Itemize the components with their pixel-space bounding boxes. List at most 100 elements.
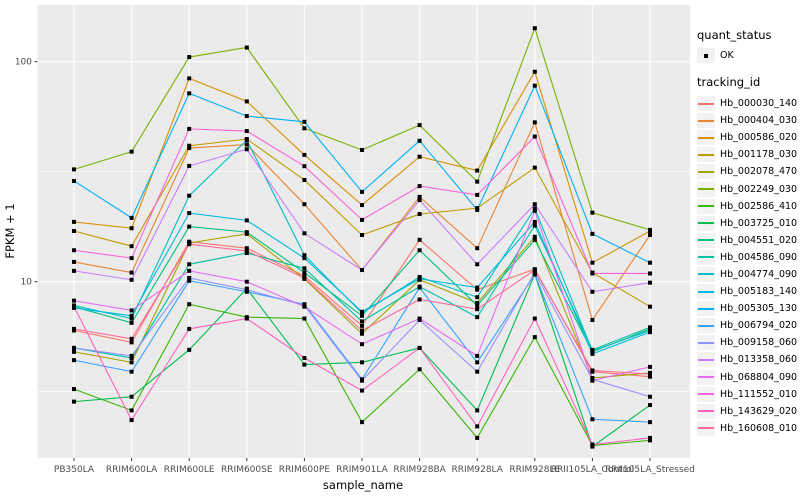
data-point (72, 326, 76, 331)
legend-swatch-line (698, 290, 714, 293)
data-point (302, 253, 307, 258)
data-point (648, 374, 652, 379)
data-point (648, 403, 652, 408)
data-point (532, 83, 537, 88)
data-point (648, 394, 652, 399)
data-point (187, 91, 192, 96)
data-point (187, 163, 192, 168)
data-point (72, 358, 76, 363)
data-point (187, 224, 192, 229)
data-point (72, 349, 76, 354)
data-point (129, 226, 134, 231)
legend-entry-label: Hb_005183_140 (720, 286, 798, 298)
legend-swatch-line (698, 324, 714, 327)
data-point (360, 268, 364, 273)
data-point (360, 331, 364, 336)
data-point (532, 268, 537, 273)
data-point (590, 260, 595, 265)
data-point (129, 308, 134, 313)
legend-key (697, 335, 715, 351)
data-point (590, 231, 595, 236)
legend-entry-label: Hb_143629_020 (720, 405, 798, 417)
data-point (648, 227, 652, 232)
data-point (417, 316, 422, 321)
legend-key-ok (697, 48, 715, 63)
data-point (72, 259, 76, 264)
data-point (187, 193, 192, 198)
legend-entry: Hb_005183_140 (697, 283, 797, 300)
data-point (532, 219, 537, 224)
legend-swatch-line (698, 170, 714, 173)
data-point (590, 317, 595, 322)
data-point (244, 279, 249, 284)
legend-entry: Hb_001178_030 (697, 146, 797, 163)
data-point (475, 246, 480, 251)
data-point (187, 242, 192, 247)
data-point (187, 278, 192, 283)
legend-entry-label: Hb_002078_470 (720, 166, 798, 178)
data-point (187, 126, 192, 131)
legend-key (697, 147, 715, 163)
data-point (532, 165, 537, 170)
data-point (244, 251, 249, 256)
data-point (302, 316, 307, 321)
data-point (360, 378, 364, 383)
data-point (590, 368, 595, 373)
data-point (475, 435, 480, 440)
data-point (129, 313, 134, 318)
data-point (648, 420, 652, 425)
data-point (590, 417, 595, 422)
data-point (360, 313, 364, 318)
x-tick-label: RRIM600LA (106, 465, 158, 475)
data-point (532, 208, 537, 213)
data-point (532, 335, 537, 340)
legend-swatch-line (698, 410, 714, 413)
legend-entry-label: Hb_004586_090 (720, 251, 798, 263)
data-point (129, 340, 134, 345)
data-point (648, 372, 652, 377)
legend-entry: Hb_068804_090 (697, 369, 797, 386)
data-point (129, 355, 134, 360)
legend-entry: Hb_160608_010 (697, 420, 797, 437)
data-point (417, 184, 422, 189)
data-point (475, 353, 480, 358)
data-point (187, 76, 192, 81)
axis-ticks (34, 61, 651, 461)
data-point (417, 123, 422, 128)
data-point (648, 364, 652, 369)
data-point (187, 275, 192, 280)
legend-key (697, 284, 715, 300)
legend-entry-label: Hb_003725_010 (720, 217, 798, 229)
data-point (129, 336, 134, 341)
data-point (417, 367, 422, 372)
data-point (244, 289, 249, 294)
legend-entry-label: Hb_000586_020 (720, 132, 798, 144)
data-point (302, 304, 307, 309)
data-point (72, 229, 76, 234)
x-tick-label: RRIM928BA (393, 465, 446, 475)
data-point (129, 277, 134, 282)
data-point (590, 289, 595, 294)
legend-entry: Hb_006794_020 (697, 317, 797, 334)
data-point (475, 303, 480, 308)
data-point (360, 233, 364, 238)
legend-entry-ok: OK (697, 47, 734, 64)
ok-point-icon (704, 53, 708, 58)
data-point (129, 149, 134, 154)
data-point (532, 316, 537, 321)
data-point (72, 219, 76, 224)
legend-entry: Hb_004774_090 (697, 266, 797, 283)
x-tick-label: PB350LA (54, 465, 95, 475)
data-point (72, 167, 76, 172)
data-point (532, 234, 537, 239)
legend-entry: Hb_004586_090 (697, 249, 797, 266)
data-point (360, 323, 364, 328)
legend-entry-label: Hb_002586_410 (720, 200, 798, 212)
data-point (475, 307, 480, 312)
legend-entry-label: Hb_111552_010 (720, 388, 798, 400)
legend-entry-label: Hb_006794_020 (720, 320, 798, 332)
x-tick-label: RRIM600LE (164, 465, 215, 475)
data-point (302, 119, 307, 124)
data-point (187, 326, 192, 331)
